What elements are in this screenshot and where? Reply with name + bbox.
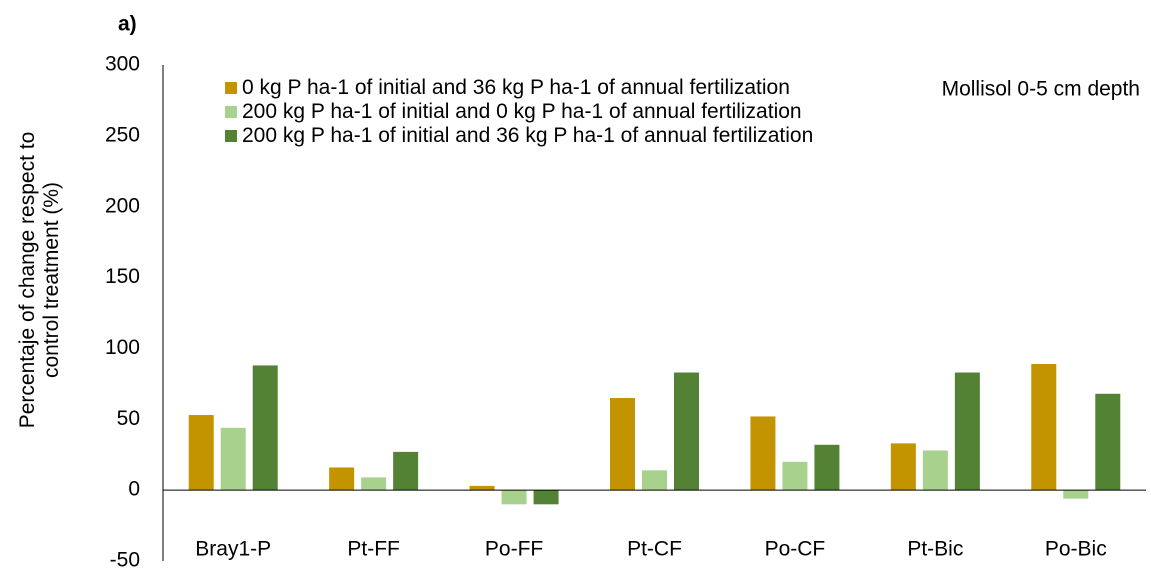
bar	[954, 372, 980, 491]
legend-entry: 0 kg P ha-1 of initial and 36 kg P ha-1 …	[225, 76, 835, 100]
legend-label: 200 kg P ha-1 of initial and 0 kg P ha-1…	[242, 100, 802, 123]
bar	[750, 416, 776, 491]
x-tick-label: Pt-CF	[627, 538, 682, 561]
bar	[252, 365, 278, 491]
bar	[188, 415, 214, 491]
bar	[393, 451, 419, 491]
x-tick-label: Po-Bic	[1045, 538, 1107, 561]
bar	[674, 372, 699, 491]
y-axis-label: Percentaje of change respect to control …	[16, 131, 63, 429]
bar	[1063, 490, 1089, 499]
legend: 0 kg P ha-1 of initial and 36 kg P ha-1 …	[225, 76, 835, 148]
bar	[469, 485, 495, 491]
y-tick-label: 300	[105, 53, 140, 76]
panel-label: a)	[118, 13, 137, 36]
x-tick-label: Po-FF	[485, 538, 543, 561]
y-tick-label: 150	[105, 265, 140, 288]
legend-swatch	[225, 82, 237, 94]
x-tick-label: Pt-Bic	[907, 538, 963, 561]
legend-swatch	[225, 130, 237, 142]
x-tick-label: Bray1-P	[195, 538, 271, 561]
y-tick-label: 100	[105, 336, 140, 359]
legend-label: 200 kg P ha-1 of initial and 36 kg P ha-…	[242, 124, 814, 147]
bar	[782, 461, 808, 491]
bar	[1095, 393, 1121, 491]
legend-entry: 200 kg P ha-1 of initial and 0 kg P ha-1…	[225, 100, 835, 124]
bar	[220, 427, 246, 491]
bar	[501, 490, 527, 505]
legend-label: 0 kg P ha-1 of initial and 36 kg P ha-1 …	[242, 76, 790, 99]
y-tick-label: -50	[110, 549, 140, 569]
bar	[890, 443, 916, 491]
x-tick-label: Po-CF	[765, 538, 826, 561]
legend-entry: 200 kg P ha-1 of initial and 36 kg P ha-…	[225, 124, 835, 148]
x-tick-label: Pt-FF	[347, 538, 400, 561]
bar	[1031, 364, 1057, 491]
bar	[814, 444, 840, 491]
bar	[329, 467, 355, 491]
bar	[922, 450, 948, 491]
bar	[361, 477, 387, 491]
bar	[642, 470, 667, 491]
y-tick-label: 50	[117, 407, 140, 430]
annotation: Mollisol 0-5 cm depth	[942, 78, 1140, 101]
bar	[610, 398, 635, 491]
bar	[533, 490, 559, 505]
y-tick-label: 250	[105, 123, 140, 146]
y-tick-label: 0	[128, 478, 140, 501]
y-tick-label: 200	[105, 194, 140, 217]
legend-swatch	[225, 106, 237, 118]
